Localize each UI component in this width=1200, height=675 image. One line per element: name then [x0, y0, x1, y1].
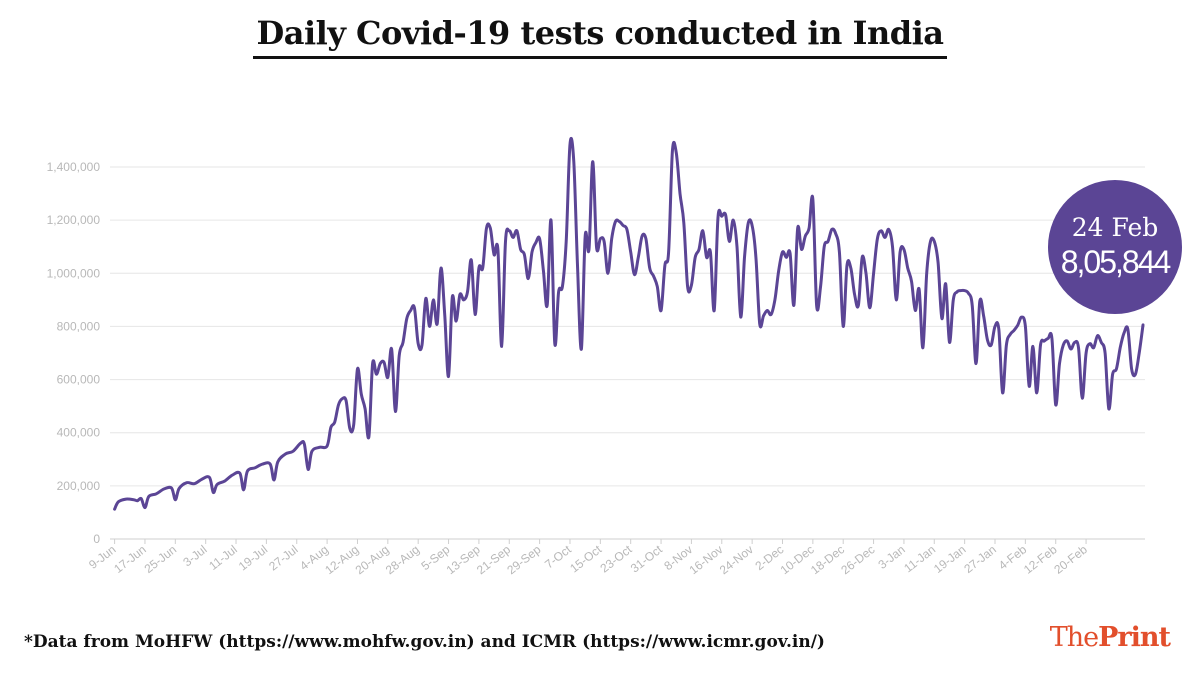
- x-tick-label: 24-Nov: [717, 542, 756, 577]
- y-tick-label: 400,000: [57, 426, 101, 440]
- x-tick-label: 27-Jan: [961, 542, 999, 576]
- line-chart: 0 200,000 400,000 600,000 800,000 1,000,000 1,…: [47, 137, 1145, 577]
- y-tick-label: 200,000: [57, 479, 101, 493]
- x-tick-label: 28-Aug: [383, 542, 422, 577]
- y-tick-label: 0: [93, 532, 100, 546]
- x-tick-label: 11-Jan: [901, 542, 938, 575]
- x-tick-label: 19-Jul: [236, 542, 270, 573]
- y-tick-label: 1,200,000: [47, 213, 101, 227]
- y-tick-label: 1,400,000: [47, 160, 101, 174]
- brand-print: Print: [1098, 622, 1171, 653]
- x-tick-label: 15-Oct: [567, 542, 605, 576]
- x-tick-label: 20-Feb: [1051, 542, 1090, 577]
- x-tick-label: 23-Oct: [598, 542, 636, 576]
- x-tick-label: 3-Jul: [180, 542, 209, 569]
- y-tick-label: 1,000,000: [47, 266, 101, 280]
- x-tick-label: 16-Nov: [687, 542, 726, 577]
- x-tick-label: 29-Sep: [504, 542, 543, 577]
- callout-value: 8,05,844: [1060, 244, 1172, 280]
- x-tick-label: 27-Jul: [266, 542, 300, 573]
- x-tick-label: 21-Sep: [474, 542, 513, 577]
- source-footnote: *Data from MoHFW (https://www.mohfw.gov.…: [24, 632, 825, 652]
- y-axis: 0 200,000 400,000 600,000 800,000 1,000,000 1,…: [47, 160, 101, 546]
- x-tick-label: 18-Dec: [808, 542, 847, 577]
- y-tick-label: 800,000: [57, 319, 101, 333]
- x-tick-label: 26-Dec: [838, 542, 877, 577]
- series-line-daily-tests: [113, 137, 1145, 511]
- chart-title-wrap: Daily Covid-19 tests conducted in India: [0, 14, 1200, 59]
- brand-the: The: [1049, 622, 1099, 653]
- x-tick-label: 10-Dec: [778, 542, 817, 577]
- x-tick-label: 12-Aug: [322, 542, 361, 577]
- x-tick-label: 13-Sep: [444, 542, 483, 577]
- x-tick-label: 19-Jan: [931, 542, 969, 576]
- x-tick-label: 31-Oct: [628, 542, 666, 576]
- gridlines: [110, 166, 1145, 540]
- x-tick-label: 20-Aug: [353, 542, 392, 577]
- x-tick-label: 17-Jun: [111, 542, 149, 576]
- brand-logo: ThePrint: [1049, 622, 1171, 653]
- latest-value-callout: 24 Feb 8,05,844: [1048, 180, 1182, 314]
- chart-title: Daily Covid-19 tests conducted in India: [252, 14, 948, 59]
- callout-date: 24 Feb: [1071, 213, 1159, 242]
- y-tick-label: 600,000: [57, 373, 101, 387]
- x-tick-label: 12-Feb: [1021, 542, 1060, 577]
- x-tick-label: 25-Jun: [142, 542, 180, 576]
- x-tick-label: 11-Jul: [206, 542, 240, 573]
